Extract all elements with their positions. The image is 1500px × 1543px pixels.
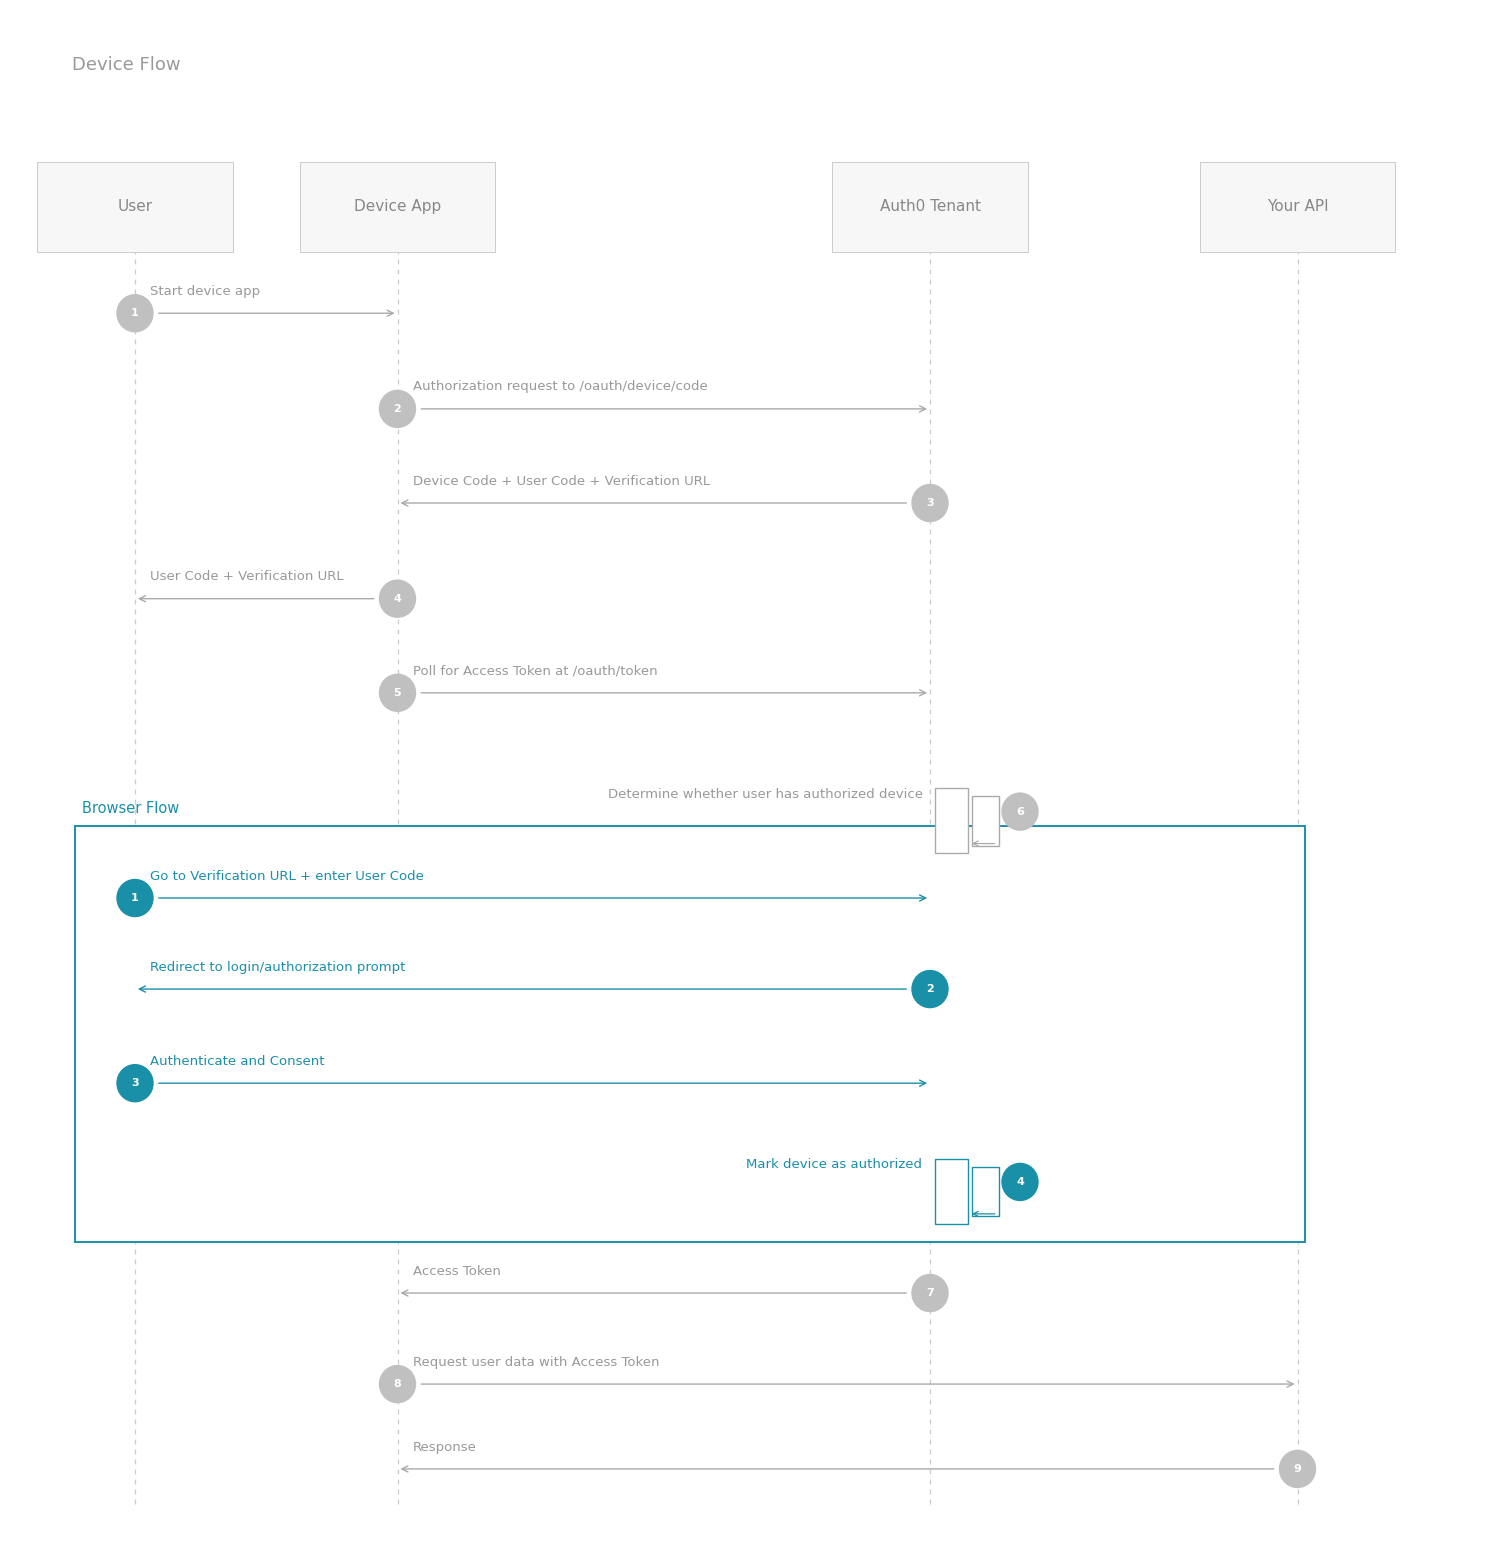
Text: Device Code + User Code + Verification URL: Device Code + User Code + Verification U… [413,475,710,488]
Circle shape [117,880,153,917]
Text: Go to Verification URL + enter User Code: Go to Verification URL + enter User Code [150,870,424,883]
Circle shape [380,1366,416,1403]
Text: 8: 8 [393,1379,402,1389]
Text: 2: 2 [926,984,934,994]
Circle shape [1002,1163,1038,1200]
Circle shape [1280,1450,1316,1487]
Circle shape [117,1065,153,1102]
Circle shape [1002,793,1038,830]
Circle shape [912,485,948,522]
Text: Your API: Your API [1266,199,1329,214]
Circle shape [380,580,416,617]
Text: Authorization request to /oauth/device/code: Authorization request to /oauth/device/c… [413,381,708,393]
Text: 6: 6 [1016,807,1025,816]
FancyBboxPatch shape [75,826,1305,1242]
Circle shape [380,674,416,711]
FancyBboxPatch shape [300,162,495,252]
Text: Response: Response [413,1441,477,1454]
Text: Auth0 Tenant: Auth0 Tenant [879,199,981,214]
Text: User: User [117,199,153,214]
Text: 3: 3 [130,1079,140,1088]
Text: Redirect to login/authorization prompt: Redirect to login/authorization prompt [150,961,405,974]
Bar [972,1167,999,1216]
Circle shape [117,295,153,332]
Text: 5: 5 [393,688,402,697]
Text: Device Flow: Device Flow [72,56,180,74]
Text: Browser Flow: Browser Flow [82,801,180,816]
FancyBboxPatch shape [1200,162,1395,252]
FancyBboxPatch shape [833,162,1028,252]
Text: Access Token: Access Token [413,1265,501,1278]
Text: Start device app: Start device app [150,285,260,298]
Bar [972,796,999,846]
Text: Authenticate and Consent: Authenticate and Consent [150,1055,324,1068]
Circle shape [912,1275,948,1312]
Text: 1: 1 [130,893,140,903]
Text: 4: 4 [393,594,402,603]
Bar [934,788,968,853]
Text: 9: 9 [1293,1464,1302,1474]
FancyBboxPatch shape [38,162,232,252]
Bar [934,1159,968,1224]
Text: User Code + Verification URL: User Code + Verification URL [150,571,344,583]
Text: Mark device as authorized: Mark device as authorized [747,1159,922,1171]
Text: Device App: Device App [354,199,441,214]
Circle shape [912,971,948,1008]
Text: Determine whether user has authorized device: Determine whether user has authorized de… [608,788,922,801]
Text: 3: 3 [926,498,934,508]
Text: 1: 1 [130,309,140,318]
Text: Request user data with Access Token: Request user data with Access Token [413,1356,658,1369]
Circle shape [380,390,416,427]
Text: 7: 7 [926,1288,934,1298]
Text: 4: 4 [1016,1177,1025,1187]
Text: Poll for Access Token at /oauth/token: Poll for Access Token at /oauth/token [413,665,657,677]
Text: 2: 2 [393,404,402,414]
